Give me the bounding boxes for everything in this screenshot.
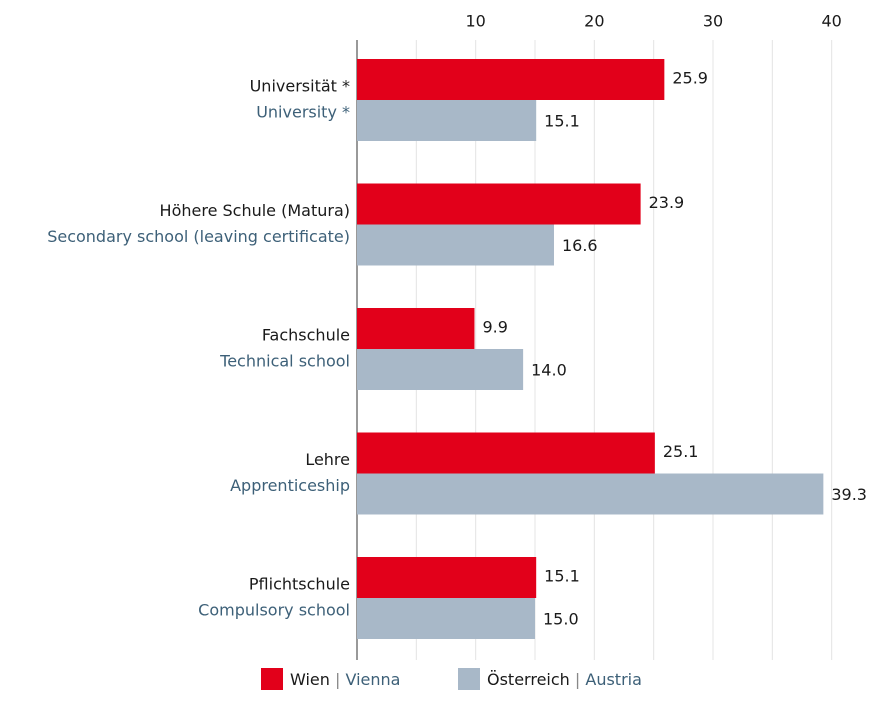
category-label-en: Technical school [219,352,350,371]
category-label: Fachschule [262,326,350,345]
bar [357,308,475,349]
legend-name: Wien [290,670,330,689]
bar [357,100,537,141]
category-label: Universität * [250,77,350,96]
legend-separator: | [575,670,580,689]
value-label: 23.9 [649,193,685,212]
legend-swatch [458,668,480,690]
legend-swatch [261,668,283,690]
value-label: 14.0 [531,361,567,380]
x-tick-label: 40 [821,12,841,31]
category-label: Höhere Schule (Matura) [160,201,350,220]
bar [357,224,554,266]
bar [357,598,535,639]
category-label-en: Secondary school (leaving certificate) [47,227,350,246]
category-label: Pflichtschule [249,575,350,594]
legend-name-en: Austria [585,670,642,689]
x-tick-label: 30 [703,12,723,31]
bar [357,473,824,515]
value-label: 15.0 [543,610,579,629]
legend-name-en: Vienna [345,670,400,689]
value-label: 25.1 [663,442,699,461]
legend-separator: | [335,670,340,689]
value-label: 9.9 [482,318,507,337]
value-label: 15.1 [544,567,580,586]
category-label-en: University * [256,103,350,122]
value-label: 39.3 [831,485,867,504]
category-label-en: Apprenticeship [230,476,350,495]
value-label: 16.6 [562,236,598,255]
bar [357,349,524,390]
x-tick-label: 10 [465,12,485,31]
legend-label: Wien | Vienna [290,670,400,689]
value-label: 25.9 [672,69,708,88]
category-label: Lehre [305,450,350,469]
legend-name: Österreich [487,670,570,689]
bar [357,59,665,100]
legend-label: Österreich | Austria [487,670,642,689]
bar [357,557,537,598]
value-label: 15.1 [544,112,580,131]
bar [357,183,641,225]
category-label-en: Compulsory school [198,601,350,620]
x-tick-label: 20 [584,12,604,31]
bar [357,432,655,474]
